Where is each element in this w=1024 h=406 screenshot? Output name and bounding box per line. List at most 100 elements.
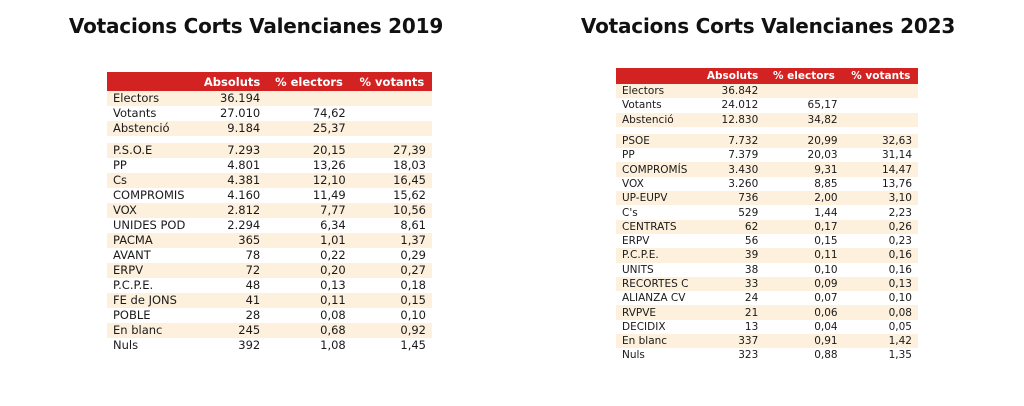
cell-name: PP (616, 148, 701, 163)
cell-absoluts: 9.184 (197, 121, 267, 136)
cell-absoluts: 62 (700, 219, 765, 234)
party-row: ALIANZA CV 24 0,07 0,10 (616, 291, 918, 306)
cell-absoluts: 7.379 (700, 148, 765, 163)
cell-pct-votants: 0,23 (843, 233, 918, 249)
cell-pct-votants: 0,27 (351, 263, 432, 278)
cell-absoluts: 736 (700, 191, 765, 206)
cell-name: Votants (107, 106, 198, 121)
cell-pct-votants (351, 106, 432, 121)
cell-absoluts: 56 (700, 233, 765, 249)
cell-pct-votants: 0,13 (843, 276, 918, 292)
cell-pct-votants: 13,76 (843, 176, 918, 192)
cell-absoluts: 38 (700, 262, 765, 277)
cell-absoluts: 72 (197, 263, 267, 278)
party-row: PP 7.379 20,03 31,14 (616, 148, 918, 163)
cell-name: UNITS (616, 262, 701, 277)
cell-absoluts: 78 (197, 248, 267, 263)
cell-pct-electors: 0,22 (266, 248, 352, 263)
cell-name: ALIANZA CV (616, 291, 701, 306)
title-2019: Votacions Corts Valencianes 2019 (68, 14, 444, 38)
summary-row: Electors 36.842 (616, 84, 918, 99)
cell-name: ERPV (107, 263, 198, 278)
party-row: ERPV 56 0,15 0,23 (616, 233, 918, 249)
cell-pct-electors: 7,77 (266, 203, 352, 218)
cell-name: UP-EUPV (616, 191, 701, 206)
cell-pct-votants (351, 91, 432, 106)
cell-pct-electors: 1,01 (266, 233, 352, 248)
cell-pct-electors: 25,37 (266, 121, 352, 136)
cell-pct-votants: 1,45 (351, 338, 432, 353)
cell-pct-electors: 34,82 (764, 112, 844, 127)
cell-name: ERPV (616, 233, 701, 249)
party-row: Nuls 323 0,88 1,35 (616, 348, 918, 363)
cell-pct-electors: 65,17 (764, 98, 844, 113)
spacer-row (107, 136, 432, 143)
party-row: C's 529 1,44 2,23 (616, 205, 918, 220)
cell-pct-votants: 0,18 (351, 278, 432, 293)
cell-pct-votants: 1,37 (351, 233, 432, 248)
cell-pct-votants: 10,56 (351, 203, 432, 218)
cell-pct-votants: 32,63 (843, 133, 918, 149)
cell-pct-votants: 14,47 (843, 162, 918, 177)
cell-pct-votants (351, 121, 432, 136)
cell-pct-votants: 1,42 (843, 334, 918, 349)
spacer-cell (107, 136, 432, 143)
cell-absoluts: 12.830 (700, 112, 765, 127)
cell-pct-votants (843, 98, 918, 113)
cell-pct-votants: 0,10 (351, 308, 432, 323)
party-row: P.S.O.E 7.293 20,15 27,39 (107, 143, 432, 158)
party-row: RECORTES C 33 0,09 0,13 (616, 276, 918, 292)
cell-absoluts: 245 (197, 323, 267, 338)
cell-name: Electors (616, 84, 701, 99)
spacer-row (616, 126, 918, 134)
cell-absoluts: 2.812 (197, 203, 267, 218)
summary-row: Votants 24.012 65,17 (616, 98, 918, 113)
party-row: En blanc 245 0,68 0,92 (107, 323, 432, 338)
cell-name: Nuls (107, 338, 198, 353)
cell-name: Votants (616, 98, 701, 113)
cell-absoluts: 3.260 (700, 176, 765, 192)
cell-name: Abstenció (616, 112, 701, 127)
cell-absoluts: 3.430 (700, 162, 765, 177)
cell-pct-votants: 16,45 (351, 173, 432, 188)
party-row: COMPROMÍS 3.430 9,31 14,47 (616, 162, 918, 177)
party-row: PSOE 7.732 20,99 32,63 (616, 133, 918, 149)
party-row: FE de JONS 41 0,11 0,15 (107, 293, 432, 308)
results-table-2023: Absoluts% electors% votants Electors 36.8… (616, 68, 918, 363)
cell-name: COMPROMIS (107, 188, 198, 203)
cell-absoluts: 4.160 (197, 188, 267, 203)
cell-pct-votants: 0,92 (351, 323, 432, 338)
cell-name: RECORTES C (616, 276, 701, 292)
cell-pct-electors: 74,62 (266, 106, 352, 121)
cell-pct-votants: 0,16 (843, 248, 918, 263)
cell-pct-electors: 1,08 (266, 338, 352, 353)
party-row: UNIDES POD 2.294 6,34 8,61 (107, 218, 432, 233)
cell-absoluts: 36.194 (197, 91, 267, 106)
cell-pct-electors (266, 91, 352, 106)
cell-absoluts: 2.294 (197, 218, 267, 233)
cell-absoluts: 24 (700, 291, 765, 306)
cell-absoluts: 4.801 (197, 158, 267, 173)
party-row: COMPROMIS 4.160 11,49 15,62 (107, 188, 432, 203)
cell-absoluts: 21 (700, 305, 765, 320)
party-row: UP-EUPV 736 2,00 3,10 (616, 191, 918, 206)
cell-pct-electors: 11,49 (266, 188, 352, 203)
column-header-name (107, 72, 198, 91)
cell-name: DECIDIX (616, 319, 701, 335)
summary-row: Abstenció 12.830 34,82 (616, 112, 918, 127)
cell-pct-electors: 0,91 (764, 334, 844, 349)
table-header-row: Absoluts% electors% votants (107, 72, 432, 91)
cell-pct-electors (764, 84, 844, 99)
cell-name: Cs (107, 173, 198, 188)
cell-absoluts: 36.842 (700, 84, 765, 99)
cell-absoluts: 28 (197, 308, 267, 323)
cell-pct-electors: 0,04 (764, 319, 844, 335)
cell-pct-votants (843, 112, 918, 127)
cell-pct-votants: 0,05 (843, 319, 918, 335)
cell-pct-electors: 8,85 (764, 176, 844, 192)
cell-name: FE de JONS (107, 293, 198, 308)
party-row: Cs 4.381 12,10 16,45 (107, 173, 432, 188)
cell-pct-votants: 0,26 (843, 219, 918, 234)
cell-pct-electors: 20,99 (764, 133, 844, 149)
party-row: RVPVE 21 0,06 0,08 (616, 305, 918, 320)
